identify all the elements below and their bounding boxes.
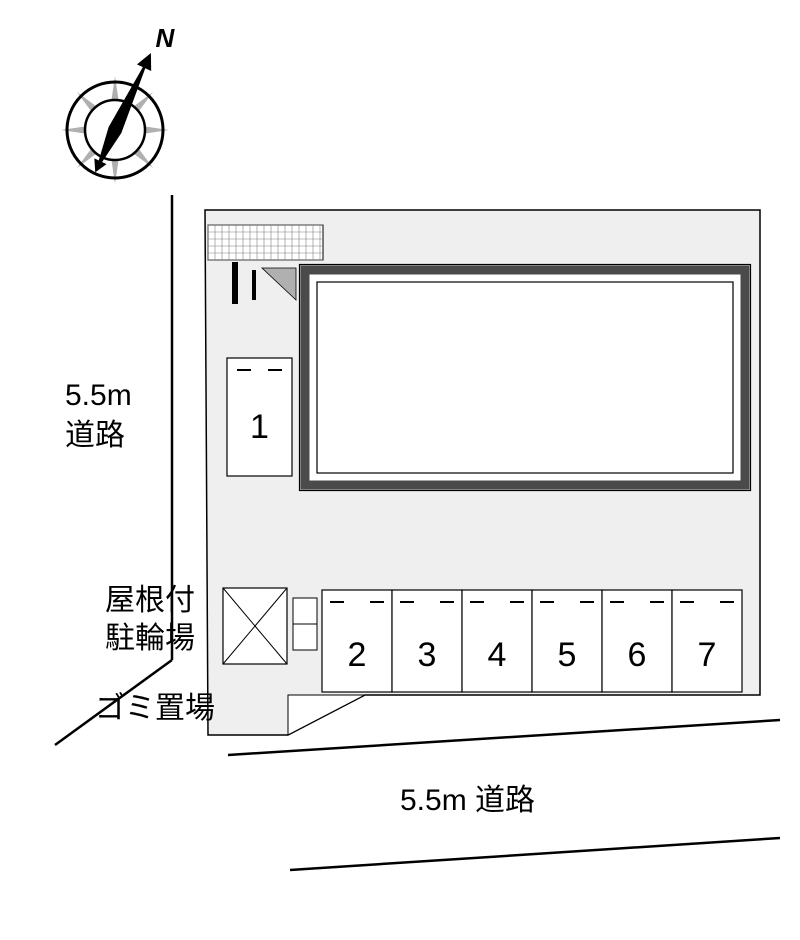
small-utility-boxes — [293, 598, 317, 650]
parking-slot-1: 1 — [227, 358, 292, 476]
bicycle-parking-label-line1: 屋根付 — [105, 584, 195, 617]
parking-slot-number: 3 — [418, 636, 437, 674]
road-bottom-label: 5.5m 道路 — [400, 784, 535, 817]
road-left-label-line2: 道路 — [65, 419, 125, 452]
bicycle-parking-label-line2: 駐輪場 — [105, 622, 195, 655]
parking-slot-number: 5 — [558, 636, 577, 674]
building — [300, 265, 751, 491]
parking-row: 2 3 4 5 6 7 — [322, 590, 742, 692]
hatched-grid-area — [208, 225, 323, 260]
parking-slot-number: 6 — [628, 636, 647, 674]
road-bottom-lower — [290, 838, 780, 870]
garbage-area — [288, 695, 365, 735]
parking-slot-number: 4 — [488, 636, 507, 674]
road-left — [55, 195, 172, 745]
compass-n-label: N — [156, 23, 176, 53]
compass-rose: N — [61, 23, 176, 184]
garbage-label: ゴミ置場 — [95, 692, 215, 725]
parking-slot-number: 2 — [348, 636, 367, 674]
road-left-label-line1: 5.5m — [65, 379, 132, 412]
parking-slot-number: 7 — [698, 636, 717, 674]
bicycle-parking-box — [223, 588, 287, 664]
parking-slot-number: 1 — [250, 408, 269, 446]
building-inner-area — [317, 282, 733, 473]
road-bottom-upper — [228, 720, 780, 755]
